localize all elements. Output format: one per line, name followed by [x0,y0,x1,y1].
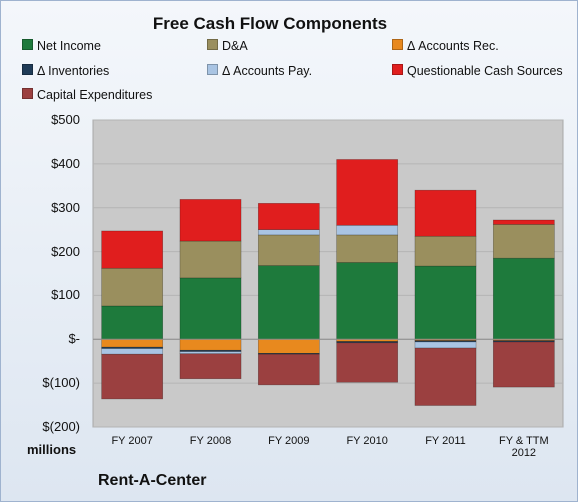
legend-item-inventories: Δ Inventories [22,63,109,79]
bar-segment [101,346,164,349]
bar-segment [101,353,164,400]
y-tick-label: $100 [51,287,80,303]
legend-swatch [207,64,218,75]
legend-label: Net Income [37,39,101,53]
legend-item-questionable-cash: Questionable Cash Sources [392,63,563,79]
bar-segment [414,347,477,406]
y-tick-label: $- [68,331,80,347]
legend-swatch [22,64,33,75]
bar-segment [336,234,399,263]
legend-swatch [22,88,33,99]
legend-label: D&A [222,39,248,53]
chart-title: Free Cash Flow Components [152,14,388,33]
legend-item-net-income: Net Income [22,38,101,54]
bar-segment [101,230,164,269]
bar-segment [492,257,555,340]
x-tick-label: FY 2008 [189,435,232,447]
bar-segment [179,351,242,355]
company-name: Rent-A-Center [98,472,207,489]
bar-segment [414,265,477,340]
bar-segment [336,262,399,340]
legend-label: Δ Accounts Rec. [407,39,499,53]
legend-swatch [22,39,33,50]
x-tick-label: FY 2011 [425,435,466,447]
y-tick-label: $500 [51,112,80,127]
bar-segment [179,338,242,351]
legend-swatch [392,64,403,75]
y-tick-label: $(200) [42,419,80,434]
legend-item-capex: Capital Expenditures [22,87,152,103]
bar-segment [492,224,555,259]
plot-background [92,119,564,428]
legend-swatch [392,39,403,50]
legend-label: Δ Inventories [37,64,110,78]
x-tick-label: FY 2009 [268,435,310,447]
y-tick-label: $200 [51,243,80,259]
bar-segment [492,341,555,388]
y-tick-label: $300 [51,199,80,215]
bar-segment [414,189,477,237]
bar-segment [257,229,320,236]
bar-segment [179,240,242,279]
legend-item-accounts-pay: Δ Accounts Pay. [207,63,312,79]
y-tick-label: $400 [51,155,80,171]
legend-swatch [207,39,218,50]
bar-segment [101,338,164,348]
legend-label: Questionable Cash Sources [407,64,563,78]
bar-segment [101,348,164,355]
bar-segment [336,159,399,226]
bar-segment [257,265,320,340]
bar-segment [414,341,477,349]
y-axis-unit-label: millions [27,442,77,457]
bar-segment [257,338,320,354]
bar-segment [336,224,399,236]
bar-segment [414,235,477,267]
bar-segment [257,234,320,266]
x-tick-label: FY & TTM 2012 [498,435,549,459]
bar-segment [257,203,320,230]
y-tick-label: $(100) [42,375,80,391]
legend-item-da: D&A [207,38,248,54]
bar-segment [179,353,242,380]
legend-item-accounts-rec: Δ Accounts Rec. [392,38,499,54]
bar-segment [101,305,164,340]
bar-segment [101,267,164,307]
legend-label: Capital Expenditures [37,88,153,102]
bar-segment [179,277,242,340]
bar-segment [179,199,242,242]
bar-segment [257,353,320,386]
x-tick-label: FY 2010 [346,435,388,447]
bar-segment [492,219,555,225]
x-tick-label: FY 2007 [111,435,153,447]
legend-label: Δ Accounts Pay. [222,64,313,78]
bar-segment [336,342,399,383]
